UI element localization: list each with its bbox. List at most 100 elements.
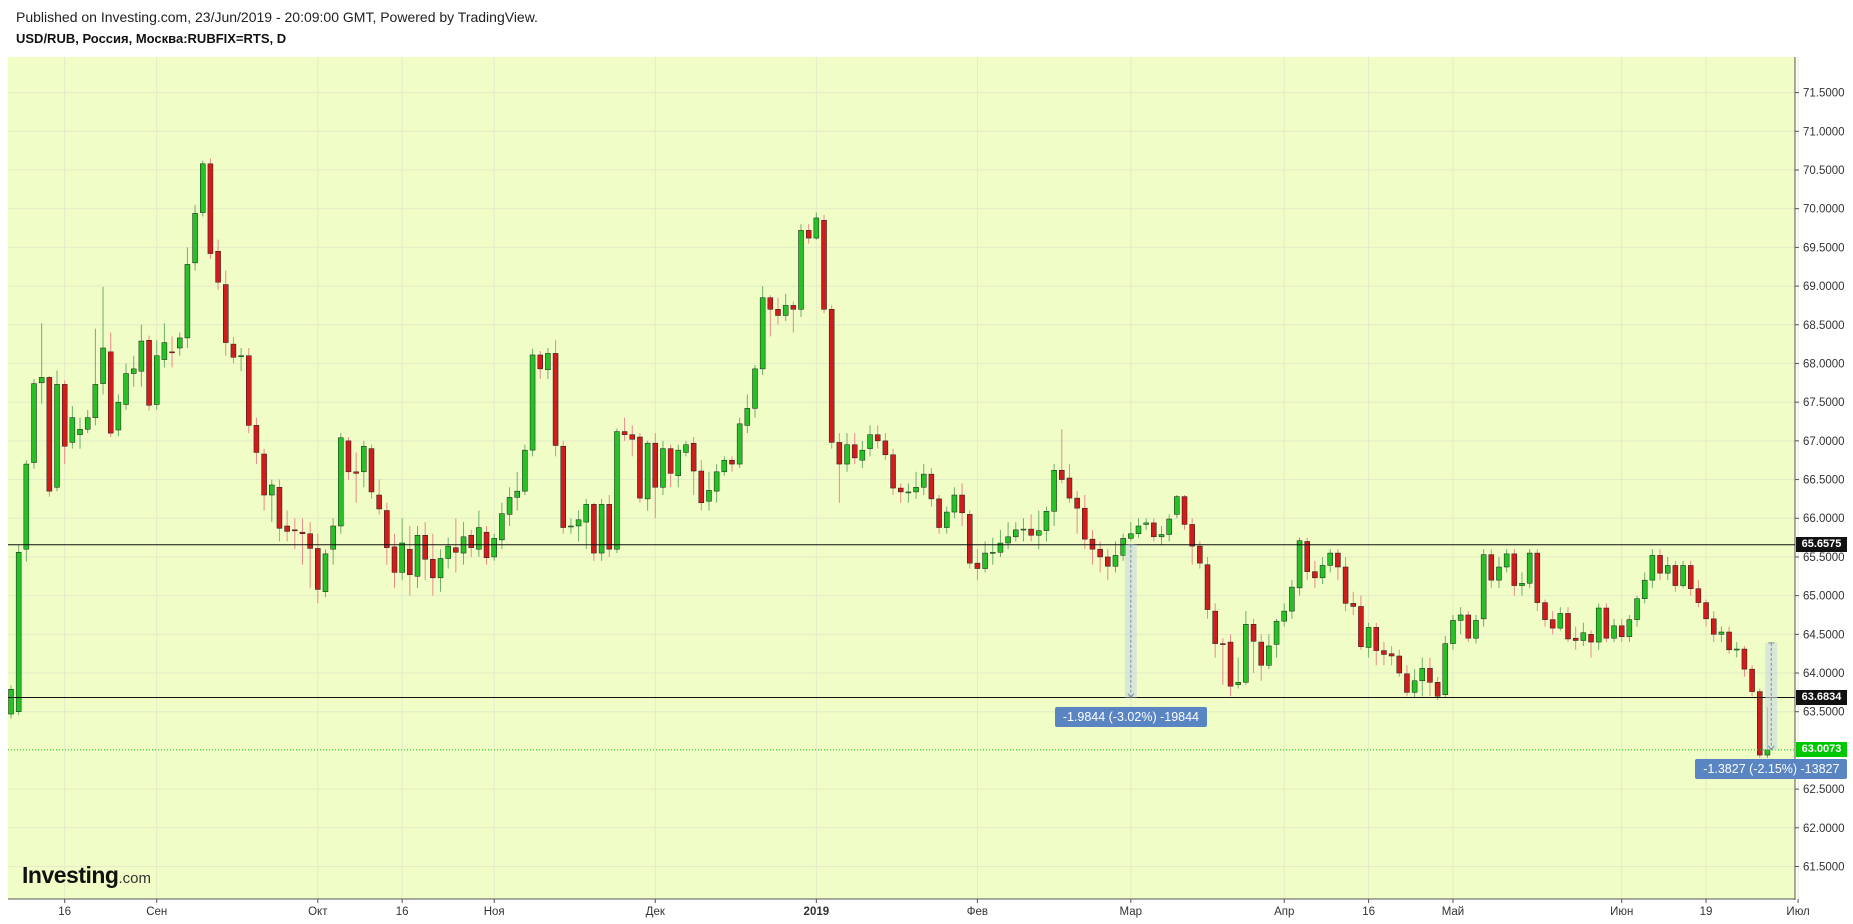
candle — [169, 336, 175, 368]
investing-logo: Investing .com — [22, 862, 151, 889]
candle — [368, 444, 375, 499]
candle-body — [414, 535, 421, 577]
candle-body — [851, 444, 858, 459]
candle — [897, 483, 904, 503]
candle — [1588, 630, 1594, 658]
candle-body — [790, 305, 797, 310]
candle — [1273, 618, 1280, 658]
candle — [1105, 549, 1111, 581]
candle-body — [1419, 668, 1426, 682]
candle — [790, 301, 797, 333]
candle — [84, 409, 91, 434]
candle — [315, 533, 321, 604]
candle — [1634, 595, 1640, 627]
candle-body — [361, 446, 367, 473]
candle-body — [54, 384, 60, 488]
candle — [1043, 506, 1050, 542]
candle — [1036, 510, 1042, 550]
candle — [1526, 549, 1533, 588]
candle — [1442, 635, 1449, 698]
candle — [499, 502, 505, 550]
candle — [1618, 618, 1625, 643]
candle-body — [238, 355, 244, 357]
candle-body — [115, 401, 122, 431]
candle-body — [46, 377, 53, 492]
candle — [1503, 549, 1510, 573]
candle — [529, 348, 536, 457]
candle-body — [1503, 553, 1510, 568]
candle — [1534, 549, 1541, 612]
candle — [1128, 522, 1134, 542]
candle — [130, 355, 137, 387]
y-tick-label: 69.5000 — [1803, 242, 1845, 254]
candle-body — [1358, 606, 1364, 647]
candle-body — [1588, 634, 1594, 643]
candle — [1381, 642, 1387, 666]
candle-body — [1304, 541, 1310, 572]
candle — [1143, 518, 1149, 530]
candle-body — [1296, 540, 1303, 589]
x-tick-label: Окт — [308, 906, 328, 918]
candle-body — [1350, 603, 1356, 607]
candle — [322, 549, 329, 598]
candle-body — [1151, 522, 1157, 538]
candle-body — [1013, 529, 1019, 538]
candle-body — [284, 525, 290, 532]
published-note: Published on Investing.com, 23/Jun/2019 … — [16, 9, 538, 25]
candle — [583, 498, 589, 550]
candle-body — [1703, 602, 1709, 620]
candle — [1312, 560, 1318, 588]
candle-body — [821, 220, 827, 310]
x-tick-label: Мар — [1120, 906, 1143, 918]
candle-body — [1473, 620, 1479, 639]
candle — [1089, 529, 1096, 565]
x-tick-label: 16 — [396, 906, 409, 918]
candle — [1174, 495, 1180, 519]
candle-body — [169, 351, 175, 354]
candle — [568, 518, 574, 534]
candle — [23, 460, 30, 562]
candle-body — [1726, 631, 1732, 651]
candle — [1419, 657, 1426, 697]
candle-body — [1135, 525, 1142, 534]
candle — [115, 394, 122, 437]
candle — [621, 417, 628, 441]
candle-body — [384, 510, 390, 548]
candle-body — [1496, 566, 1502, 581]
candle-body — [775, 309, 781, 316]
candle — [437, 549, 444, 592]
candle-body — [207, 163, 214, 254]
y-tick-label: 69.0000 — [1803, 281, 1845, 293]
candle-body — [1051, 470, 1057, 512]
candle-body — [629, 434, 636, 440]
candle — [430, 533, 436, 596]
candle-body — [1457, 614, 1464, 621]
y-tick-label: 68.5000 — [1803, 320, 1845, 332]
candle-body — [874, 434, 881, 442]
candle — [844, 433, 850, 472]
candle-body — [1143, 522, 1149, 525]
candle — [1289, 580, 1295, 619]
candle — [353, 452, 359, 503]
candle — [1227, 634, 1234, 697]
candle-body — [345, 440, 352, 473]
candle-body — [1626, 619, 1633, 637]
candle-body — [1695, 588, 1702, 603]
candle-body — [1542, 602, 1548, 620]
candle — [1488, 549, 1495, 588]
candle-body — [514, 490, 520, 498]
candle-body — [1112, 555, 1119, 567]
candle-body — [192, 213, 198, 264]
candle — [246, 347, 252, 434]
candle-body — [92, 384, 99, 418]
x-tick-label: Сен — [146, 906, 167, 918]
candle-body — [1319, 565, 1326, 579]
candle-body — [1273, 620, 1280, 645]
candle — [1074, 491, 1080, 534]
candle — [299, 518, 306, 565]
candle — [759, 286, 766, 376]
candle-body — [936, 498, 942, 528]
candle — [537, 351, 543, 379]
candle — [1365, 622, 1372, 658]
